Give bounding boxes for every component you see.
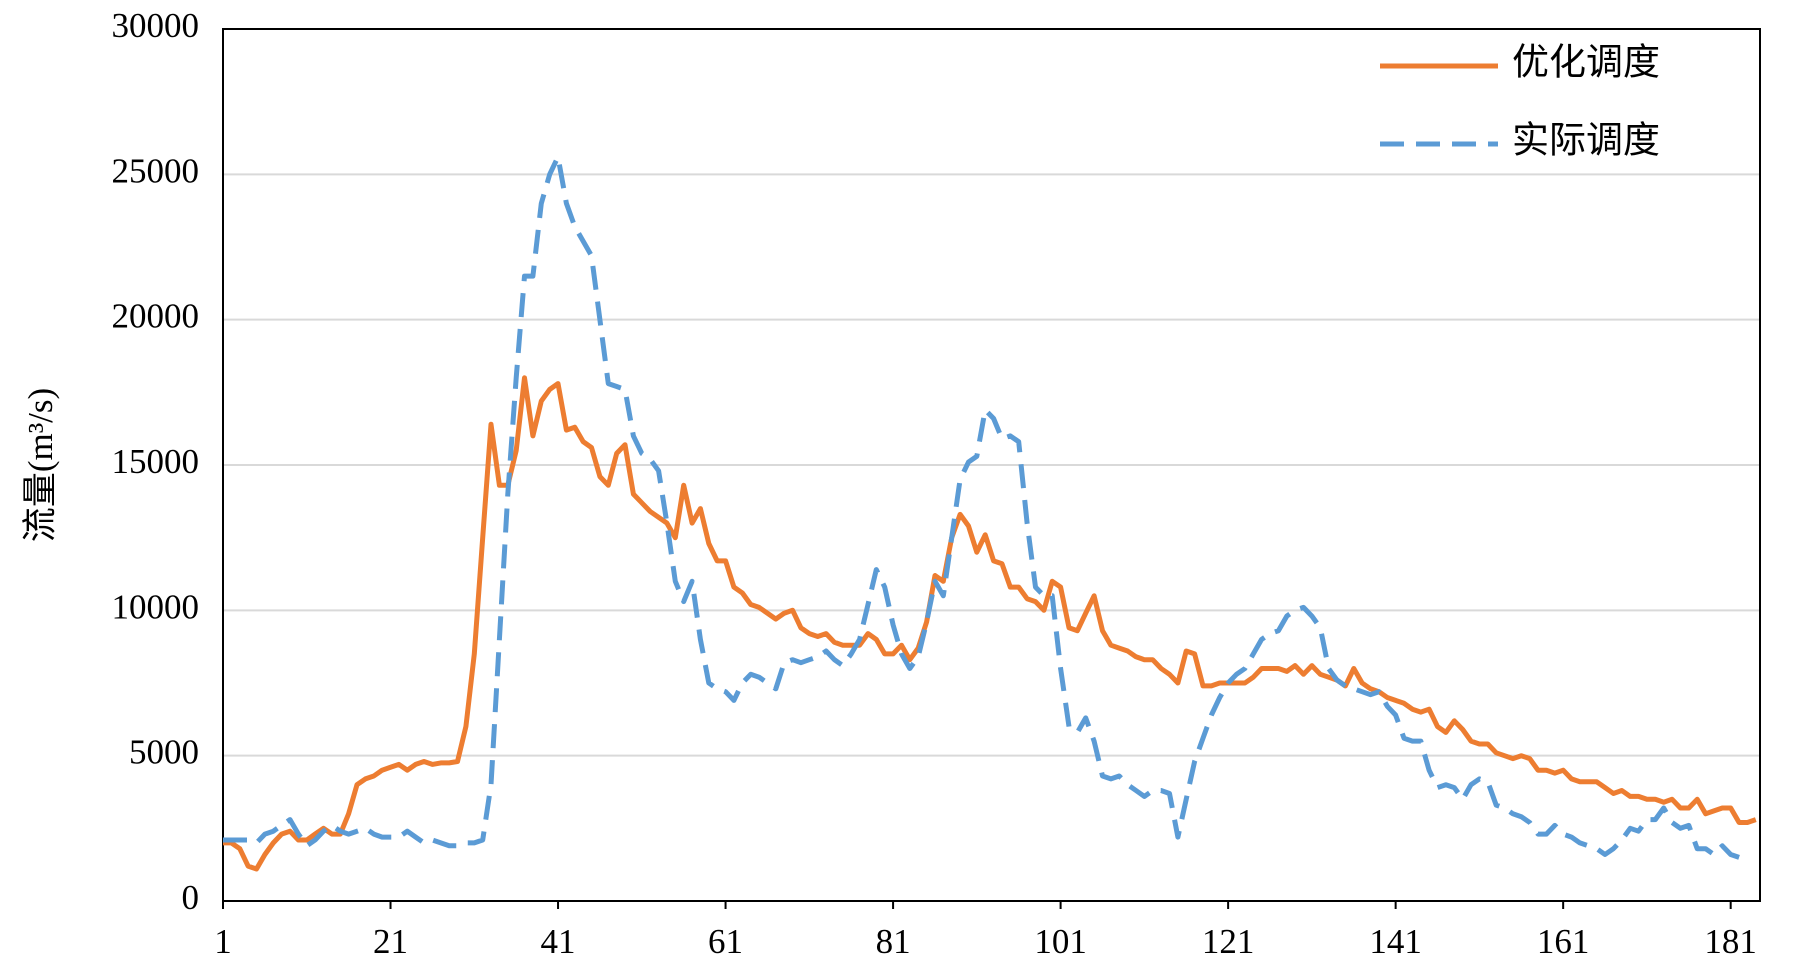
x-tick-label: 141 xyxy=(1369,922,1422,961)
y-tick-label: 15000 xyxy=(112,442,200,481)
legend-label: 优化调度 xyxy=(1512,41,1660,83)
series-line xyxy=(223,154,1740,860)
x-tick-label: 121 xyxy=(1202,922,1255,961)
x-tick-label: 101 xyxy=(1034,922,1087,961)
y-tick-label: 0 xyxy=(182,878,200,917)
x-tick-label: 41 xyxy=(541,922,576,961)
y-tick-label: 5000 xyxy=(129,733,199,772)
x-tick-label: 81 xyxy=(876,922,911,961)
y-tick-label: 30000 xyxy=(112,6,200,45)
x-tick-label: 181 xyxy=(1704,922,1757,961)
x-tick-label: 21 xyxy=(373,922,408,961)
x-tick-label: 161 xyxy=(1537,922,1590,961)
plot-frame xyxy=(222,28,1761,902)
y-tick-label: 10000 xyxy=(112,587,200,626)
legend-label: 实际调度 xyxy=(1512,119,1660,161)
series-line xyxy=(223,375,1757,872)
x-tick-label: 1 xyxy=(214,922,232,961)
x-tick-label: 61 xyxy=(708,922,743,961)
y-axis-label: 流量(m³/s) xyxy=(21,388,60,542)
y-tick-label: 20000 xyxy=(112,297,200,336)
y-tick-label: 25000 xyxy=(112,151,200,190)
